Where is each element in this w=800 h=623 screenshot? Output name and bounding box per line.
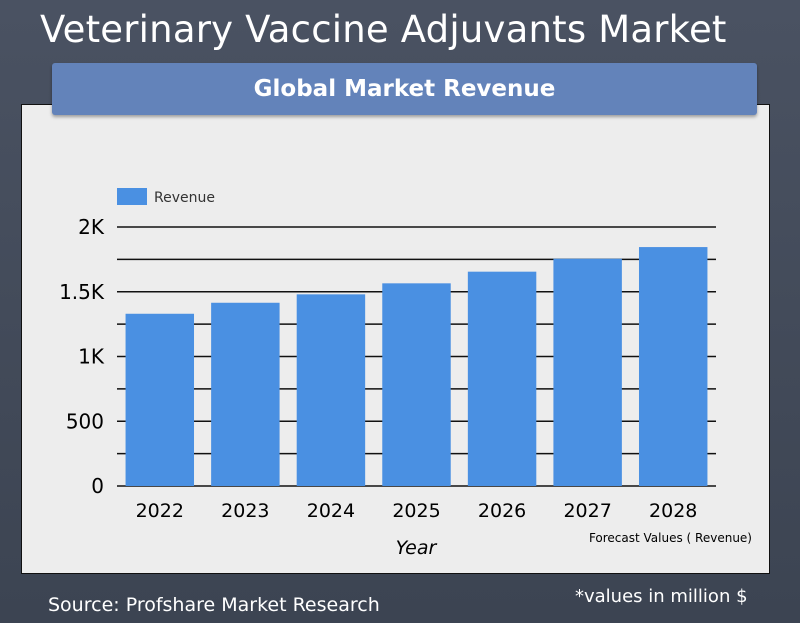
source-note: Source: Profshare Market Research [48,594,380,616]
x-tick-label: 2027 [563,500,611,522]
x-tick-label: 2024 [307,500,355,522]
x-tick-label: 2023 [221,500,269,522]
x-axis-label: Year [396,537,438,559]
units-note: *values in million $ [575,586,748,607]
bars-layer [125,247,708,486]
bar-2024 [296,294,366,486]
page-title: Veterinary Vaccine Adjuvants Market [40,8,727,51]
y-tick-label: 500 [66,409,104,433]
x-tick-label: 2026 [478,500,526,522]
forecast-annotation: Forecast Values ( Revenue) [589,531,752,545]
bar-2026 [467,271,537,486]
x-tick-label: 2022 [136,500,184,522]
y-tick-label: 0 [91,474,104,498]
legend-layer: Revenue [117,188,215,206]
axis-layer: 0 500 1K 1.5K 2K 2022 2023 2024 2025 2026 2027 2028… [59,215,752,559]
x-tick-label: 2028 [649,500,697,522]
y-tick-label: 1.5K [59,280,105,304]
x-tick-label: 2025 [392,500,440,522]
legend-swatch [117,188,147,205]
chart-header: Global Market Revenue [52,63,757,115]
bar-2022 [125,313,195,486]
bar-2028 [638,247,708,486]
bar-2027 [553,258,622,486]
legend-label: Revenue [154,190,215,206]
bar-2023 [211,302,280,486]
y-tick-label: 1K [78,345,105,369]
y-tick-label: 2K [78,215,105,239]
bar-2025 [382,283,451,486]
chart-title: Global Market Revenue [253,76,556,102]
